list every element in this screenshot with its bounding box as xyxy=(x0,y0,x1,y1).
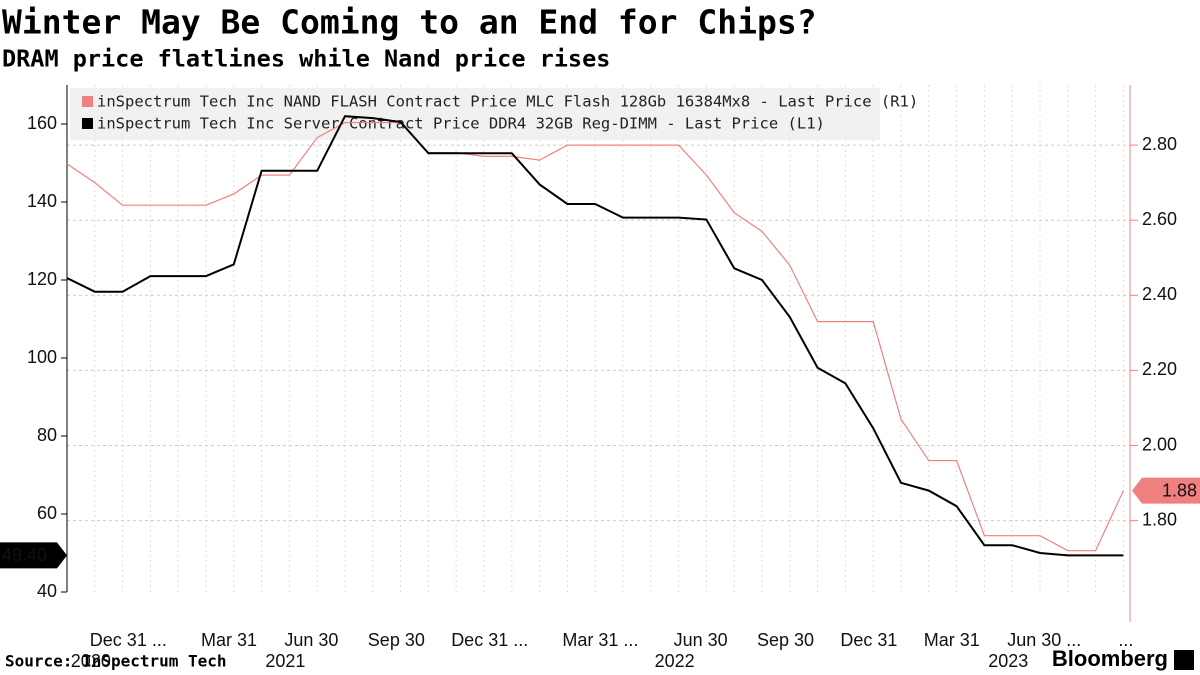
legend-label: inSpectrum Tech Inc NAND FLASH Contract … xyxy=(97,93,918,111)
x-tick-label: Jun 30 xyxy=(284,630,338,650)
x-tick-label: Mar 31 xyxy=(924,630,980,650)
x-tick-label: Jun 30 xyxy=(674,630,728,650)
legend-swatch xyxy=(82,118,93,129)
last-value-label: 49.40 xyxy=(2,545,47,565)
x-tick-label: Sep 30 xyxy=(368,630,425,650)
last-value-tag xyxy=(1132,477,1200,504)
x-year-label: 2020 xyxy=(71,651,111,671)
last-value-tag xyxy=(0,542,67,569)
legend-label: inSpectrum Tech Inc Server Contract Pric… xyxy=(97,115,825,133)
x-tick-label: ... xyxy=(1118,630,1133,650)
legend-bg xyxy=(70,88,880,140)
x-tick-label: Dec 31 xyxy=(840,630,897,650)
x-tick-label: Dec 31 ... xyxy=(90,630,167,650)
brand: Bloomberg xyxy=(1052,646,1168,671)
y2-tick-label: 2.40 xyxy=(1142,284,1177,304)
x-tick-label: Mar 31 xyxy=(201,630,257,650)
x-year-label: 2023 xyxy=(988,651,1028,671)
data-line xyxy=(66,121,1124,552)
last-value-label: 1.88 xyxy=(1162,480,1197,500)
y-tick-label: 120 xyxy=(27,269,57,289)
source-note: Source: InSpectrum Tech xyxy=(5,652,227,671)
y-tick-label: 60 xyxy=(37,503,57,523)
y-tick-label: 160 xyxy=(27,113,57,133)
legend: inSpectrum Tech Inc NAND FLASH Contract … xyxy=(70,88,918,140)
y-tick-label: 40 xyxy=(37,581,57,601)
y2-tick-label: 2.00 xyxy=(1142,434,1177,454)
data-line xyxy=(66,115,1124,557)
y2-tick-label: 1.80 xyxy=(1142,509,1177,529)
x-tick-label: Sep 30 xyxy=(757,630,814,650)
brand-icon xyxy=(1174,650,1194,670)
chart-subtitle: DRAM price flatlines while Nand price ri… xyxy=(2,45,610,73)
y2-tick-label: 2.20 xyxy=(1142,359,1177,379)
x-year-label: 2021 xyxy=(265,651,305,671)
x-tick-label: Jun 30 ... xyxy=(1007,630,1081,650)
legend-swatch xyxy=(82,96,93,107)
x-year-label: 2022 xyxy=(655,651,695,671)
y-tick-label: 100 xyxy=(27,347,57,367)
y-tick-label: 140 xyxy=(27,191,57,211)
y2-tick-label: 2.60 xyxy=(1142,209,1177,229)
chart-title: Winter May Be Coming to an End for Chips… xyxy=(2,3,817,42)
x-tick-label: Dec 31 ... xyxy=(451,630,528,650)
x-tick-label: Mar 31 ... xyxy=(562,630,638,650)
y-tick-label: 80 xyxy=(37,425,57,445)
y2-tick-label: 2.80 xyxy=(1142,134,1177,154)
